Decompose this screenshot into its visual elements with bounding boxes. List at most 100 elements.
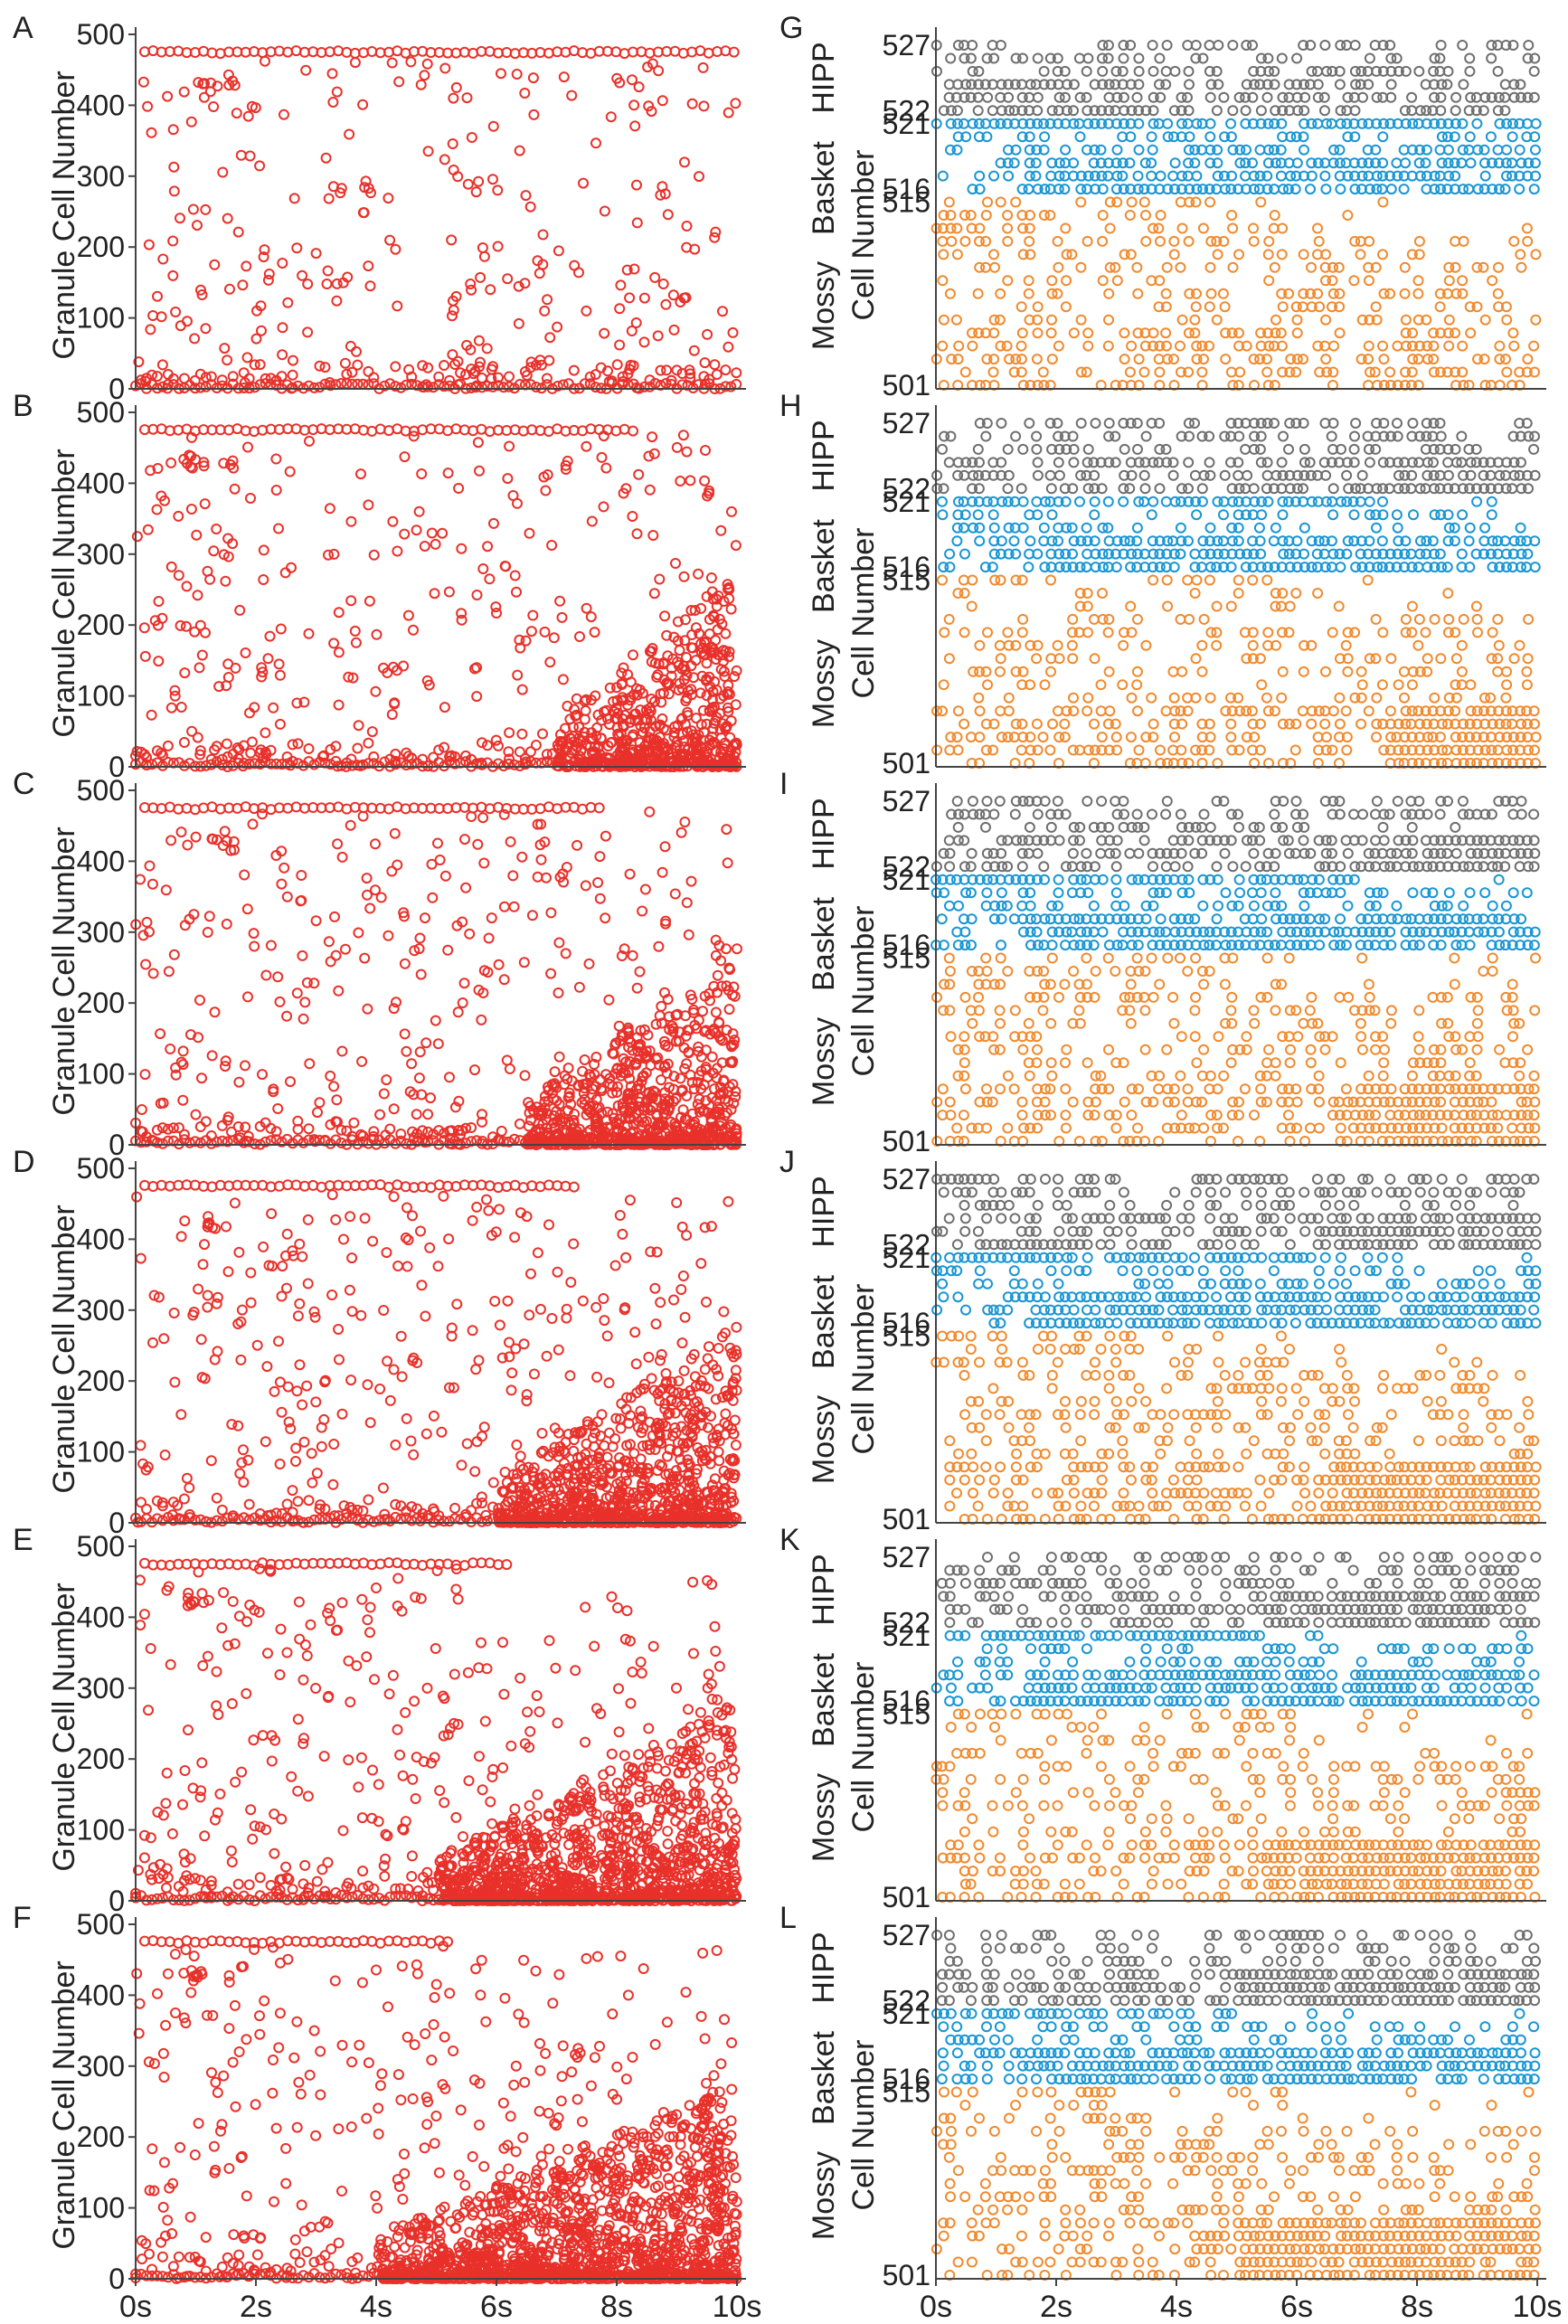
- spike-granule: [232, 1878, 244, 1890]
- spike-granule: [195, 284, 206, 296]
- spike-granule: [298, 1436, 310, 1448]
- spike-granule: [241, 352, 253, 364]
- spike-granule: [674, 645, 685, 657]
- spike-granule: [273, 658, 285, 670]
- spike-granule: [173, 510, 184, 522]
- spike-granule: [198, 457, 210, 468]
- spike-granule: [168, 1308, 180, 1318]
- spike-granule: [683, 929, 694, 940]
- spike-granule: [619, 423, 630, 435]
- spike-granule: [561, 1312, 572, 1324]
- spike-granule: [297, 1251, 308, 1262]
- spike-granule: [269, 1847, 280, 1859]
- spike-granule: [715, 524, 727, 536]
- spike-granule: [415, 968, 427, 980]
- spike-granule: [284, 466, 296, 477]
- spike-granule: [269, 1385, 280, 1397]
- spike-granule: [452, 1593, 464, 1605]
- spike-granule: [292, 1496, 304, 1507]
- spike-granule: [273, 523, 284, 534]
- spike-granule: [363, 737, 374, 749]
- spike-granule: [477, 563, 489, 574]
- spike-granule: [655, 364, 666, 376]
- spike-granule: [227, 760, 239, 771]
- spike-granule: [590, 382, 601, 393]
- spike-granule: [631, 179, 642, 191]
- spike-granule: [200, 760, 212, 771]
- spike-granule: [488, 517, 499, 529]
- spike-granule: [368, 751, 380, 762]
- spike-granule: [221, 1221, 231, 1233]
- spike-granule: [222, 69, 234, 80]
- spike-granule: [288, 354, 298, 366]
- spike-granule: [466, 284, 477, 296]
- spike-granule: [493, 740, 504, 751]
- spike-granule: [319, 362, 331, 373]
- spike-granule: [526, 910, 538, 921]
- spike-granule: [135, 1440, 146, 1451]
- spike-granule: [670, 558, 681, 569]
- spike-granule: [363, 499, 374, 511]
- y-axis-label: Granule Cell Number: [47, 71, 81, 359]
- spike-granule: [356, 1593, 368, 1605]
- spike-granule: [522, 1706, 534, 1718]
- spike-granule: [633, 1749, 645, 1761]
- spike-granule: [175, 1409, 187, 1421]
- spike-granule: [508, 901, 520, 912]
- spike-granule: [496, 68, 506, 80]
- spike-granule: [487, 120, 499, 132]
- spike-granule: [504, 753, 515, 765]
- spike-granule: [368, 372, 380, 383]
- spike-granule: [421, 58, 433, 70]
- spike-granule: [677, 1271, 689, 1281]
- spike-granule: [270, 453, 282, 465]
- spike-granule: [594, 851, 606, 863]
- spike-granule: [690, 713, 702, 724]
- spike-granule: [254, 160, 266, 172]
- spike-granule: [352, 742, 364, 754]
- spike-granule: [573, 267, 584, 279]
- spike-granule: [322, 1856, 334, 1868]
- spike-granule: [518, 1338, 530, 1350]
- spike-granule: [502, 1295, 514, 1307]
- spike-granule: [505, 1384, 517, 1396]
- spike-granule: [609, 713, 621, 724]
- spike-granule: [515, 1450, 526, 1462]
- spike-granule: [660, 298, 672, 310]
- spike-granule: [671, 364, 683, 376]
- spike-granule: [349, 57, 361, 69]
- spike-granule: [249, 359, 260, 371]
- spike-granule: [382, 1356, 393, 1367]
- spike-granule: [165, 835, 177, 846]
- spike-granule: [346, 1252, 358, 1264]
- spike-granule: [613, 1683, 624, 1695]
- spike-granule: [364, 902, 376, 914]
- spike-granule: [676, 1337, 688, 1349]
- spike-granule: [552, 381, 563, 392]
- spike-granule: [345, 1375, 357, 1386]
- spike-granule: [255, 744, 267, 756]
- spike-granule: [167, 124, 179, 136]
- spike-granule: [246, 736, 258, 748]
- spike-granule: [287, 739, 298, 751]
- spike-granule: [614, 1210, 626, 1221]
- spike-points: [130, 45, 742, 394]
- spike-granule: [209, 1354, 221, 1365]
- spike-granule: [539, 626, 551, 638]
- spike-granule: [414, 932, 426, 944]
- spike-granule: [169, 690, 181, 702]
- spike-granule: [500, 561, 512, 572]
- spike-granule: [485, 284, 496, 296]
- spike-granule: [156, 311, 167, 323]
- spike-granule: [272, 1103, 284, 1114]
- spike-granule: [509, 1232, 521, 1243]
- spike-granule: [205, 753, 217, 765]
- spike-granule: [346, 366, 358, 378]
- spike-granule: [191, 529, 203, 541]
- spike-granule: [276, 371, 288, 383]
- spike-granule: [656, 95, 668, 107]
- spike-granule: [208, 101, 220, 112]
- spike-granule: [475, 356, 486, 368]
- spike-granule: [710, 635, 722, 646]
- spike-granule: [199, 1239, 210, 1251]
